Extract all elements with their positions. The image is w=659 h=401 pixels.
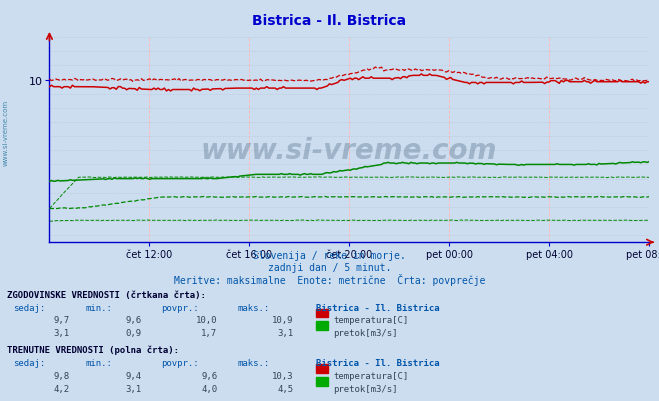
- Text: povpr.:: povpr.:: [161, 358, 199, 367]
- Text: Bistrica - Il. Bistrica: Bistrica - Il. Bistrica: [316, 358, 440, 367]
- Text: Meritve: maksimalne  Enote: metrične  Črta: povprečje: Meritve: maksimalne Enote: metrične Črta…: [174, 273, 485, 285]
- Text: pretok[m3/s]: pretok[m3/s]: [333, 384, 398, 393]
- Text: sedaj:: sedaj:: [13, 303, 45, 312]
- Text: 0,9: 0,9: [126, 328, 142, 337]
- Text: maks.:: maks.:: [237, 358, 270, 367]
- Text: TRENUTNE VREDNOSTI (polna črta):: TRENUTNE VREDNOSTI (polna črta):: [7, 345, 179, 354]
- Text: www.si-vreme.com: www.si-vreme.com: [201, 137, 498, 164]
- Text: 10,3: 10,3: [272, 371, 293, 380]
- Text: 10,0: 10,0: [196, 316, 217, 324]
- Text: ZGODOVINSKE VREDNOSTI (črtkana črta):: ZGODOVINSKE VREDNOSTI (črtkana črta):: [7, 290, 206, 299]
- Text: 4,5: 4,5: [277, 384, 293, 393]
- Text: 3,1: 3,1: [53, 328, 69, 337]
- Text: 9,7: 9,7: [53, 316, 69, 324]
- Text: pretok[m3/s]: pretok[m3/s]: [333, 328, 398, 337]
- Text: povpr.:: povpr.:: [161, 303, 199, 312]
- Text: min.:: min.:: [86, 358, 113, 367]
- Text: 9,6: 9,6: [126, 316, 142, 324]
- Text: 3,1: 3,1: [126, 384, 142, 393]
- Text: 3,1: 3,1: [277, 328, 293, 337]
- Text: maks.:: maks.:: [237, 303, 270, 312]
- Text: Slovenija / reke in morje.: Slovenija / reke in morje.: [253, 251, 406, 261]
- Text: temperatura[C]: temperatura[C]: [333, 316, 409, 324]
- Text: min.:: min.:: [86, 303, 113, 312]
- Text: 9,4: 9,4: [126, 371, 142, 380]
- Text: 9,6: 9,6: [202, 371, 217, 380]
- Text: zadnji dan / 5 minut.: zadnji dan / 5 minut.: [268, 262, 391, 272]
- Text: Bistrica - Il. Bistrica: Bistrica - Il. Bistrica: [252, 14, 407, 28]
- Text: 4,0: 4,0: [202, 384, 217, 393]
- Text: 4,2: 4,2: [53, 384, 69, 393]
- Text: temperatura[C]: temperatura[C]: [333, 371, 409, 380]
- Text: 10,9: 10,9: [272, 316, 293, 324]
- Text: www.si-vreme.com: www.si-vreme.com: [2, 99, 9, 165]
- Text: 1,7: 1,7: [202, 328, 217, 337]
- Text: Bistrica - Il. Bistrica: Bistrica - Il. Bistrica: [316, 303, 440, 312]
- Text: sedaj:: sedaj:: [13, 358, 45, 367]
- Text: 9,8: 9,8: [53, 371, 69, 380]
